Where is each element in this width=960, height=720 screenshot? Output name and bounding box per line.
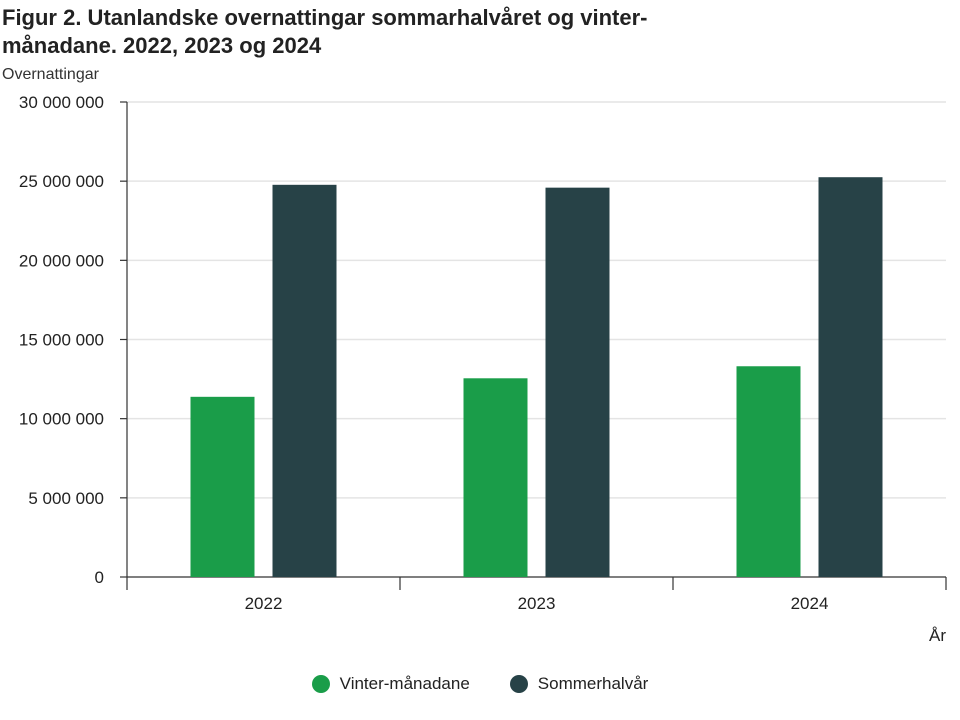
bar-vinter-2023 bbox=[463, 378, 528, 577]
x-tick-label: 2022 bbox=[245, 594, 283, 613]
legend-marker-sommer bbox=[509, 675, 528, 693]
x-tick-label: 2024 bbox=[791, 594, 829, 613]
x-tick-label: 2023 bbox=[518, 594, 556, 613]
legend-marker-vinter bbox=[311, 675, 330, 693]
y-tick-label: 20 000 000 bbox=[19, 251, 104, 270]
chart-title: Figur 2. Utanlandske overnattingar somma… bbox=[2, 5, 648, 58]
bar-sommer-2024 bbox=[818, 177, 883, 578]
bar-sommer-2022 bbox=[272, 184, 337, 577]
legend-label-vinter: Vinter-månadane bbox=[339, 674, 470, 693]
y-tick-label: 0 bbox=[95, 568, 104, 587]
y-tick-label: 30 000 000 bbox=[19, 93, 104, 112]
x-axis-label: År bbox=[929, 626, 946, 645]
bar-sommer-2023 bbox=[545, 187, 610, 578]
legend-item-vinter[interactable]: Vinter-månadane bbox=[311, 674, 470, 694]
y-tick-label: 5 000 000 bbox=[28, 489, 104, 508]
y-tick-label: 25 000 000 bbox=[19, 172, 104, 191]
legend-label-sommer: Sommerhalvår bbox=[537, 674, 649, 693]
legend: Vinter-månadane Sommerhalvår bbox=[0, 674, 960, 694]
bar-vinter-2022 bbox=[190, 396, 255, 577]
y-tick-label: 10 000 000 bbox=[19, 410, 104, 429]
y-tick-label: 15 000 000 bbox=[19, 331, 104, 350]
legend-item-sommer[interactable]: Sommerhalvår bbox=[509, 674, 649, 694]
y-axis-label: Overnattingar bbox=[2, 66, 99, 83]
bar-vinter-2024 bbox=[736, 366, 801, 577]
